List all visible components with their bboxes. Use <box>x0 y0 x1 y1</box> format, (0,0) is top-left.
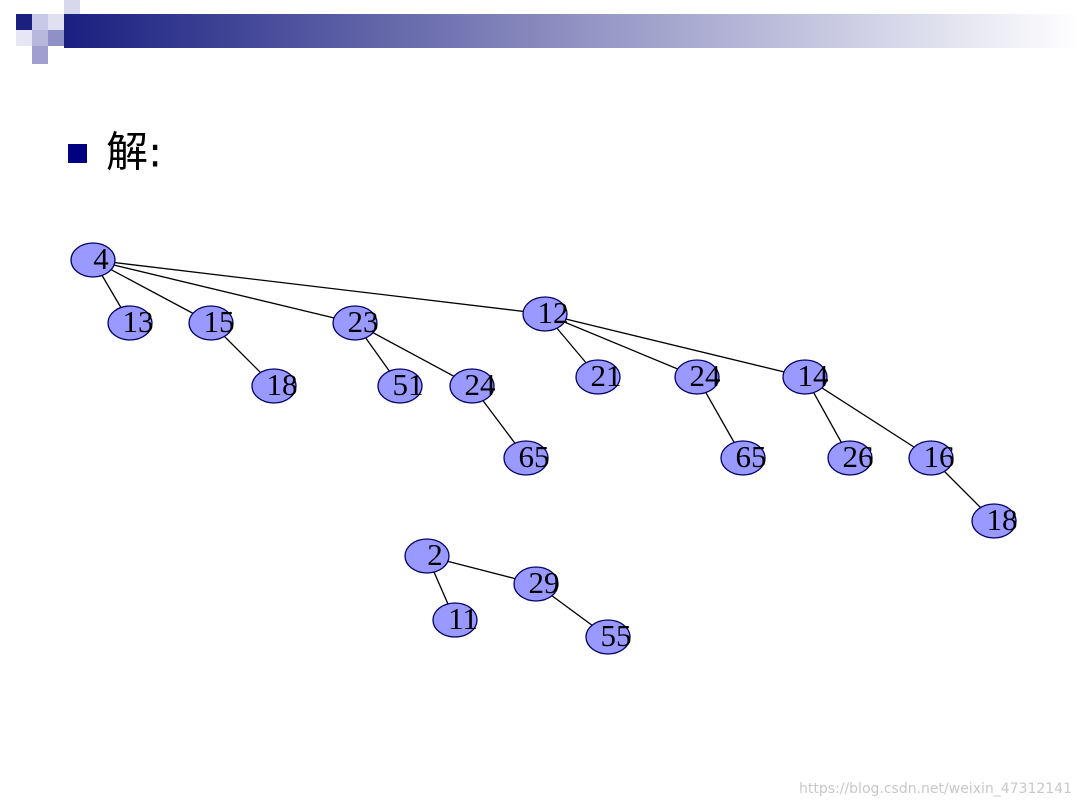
edge <box>92 259 356 324</box>
node-ellipse <box>513 566 559 602</box>
node-label: 18 <box>267 367 298 402</box>
node-label: 51 <box>393 367 424 402</box>
node-ellipse <box>70 242 116 278</box>
node-label: 65 <box>519 439 550 474</box>
node-label: 55 <box>601 618 632 653</box>
node-label: 23 <box>348 304 379 339</box>
node-label: 2 <box>427 537 443 572</box>
node-label: 12 <box>538 295 569 330</box>
node-ellipse <box>432 602 478 638</box>
node-ellipse <box>522 296 568 332</box>
tree-node: 65 <box>503 439 550 476</box>
node-ellipse <box>827 440 873 476</box>
bullet-marker <box>68 144 87 163</box>
header-decoration <box>16 0 1080 64</box>
node-ellipse <box>674 359 720 395</box>
tree-node: 51 <box>377 367 424 404</box>
node-ellipse <box>971 503 1017 539</box>
tree-node: 13 <box>107 304 154 341</box>
edge <box>92 259 546 315</box>
node-ellipse <box>585 619 631 655</box>
tree-node: 15 <box>188 304 235 341</box>
node-label: 14 <box>798 358 830 393</box>
node-label: 16 <box>924 439 955 474</box>
node-ellipse <box>377 368 423 404</box>
watermark: https://blog.csdn.net/weixin_47312141 <box>799 781 1072 797</box>
node-ellipse <box>575 359 621 395</box>
node-label: 13 <box>123 304 154 339</box>
tree-node: 16 <box>908 439 955 476</box>
tree-node: 2 <box>404 537 450 574</box>
nodes: 4 13 15 23 12 18 51 24 21 24 14 65 65 26 16 18 2 29 11 55 <box>70 241 1018 655</box>
node-ellipse <box>908 440 954 476</box>
node-ellipse <box>782 359 828 395</box>
node-ellipse <box>251 368 297 404</box>
tree-node: 26 <box>827 439 874 476</box>
tree-node: 18 <box>251 367 298 404</box>
tree-node: 18 <box>971 502 1018 539</box>
tree-node: 12 <box>522 295 569 332</box>
node-ellipse <box>449 368 495 404</box>
node-label: 11 <box>448 601 478 636</box>
tree-node: 24 <box>449 367 497 404</box>
tree-node: 23 <box>332 304 379 341</box>
tree-node: 65 <box>720 439 767 476</box>
node-ellipse <box>107 305 153 341</box>
tree-node: 21 <box>575 358 622 395</box>
node-label: 24 <box>690 358 722 393</box>
tree-node: 4 <box>70 241 116 278</box>
tree-node: 11 <box>432 601 478 638</box>
node-label: 18 <box>987 502 1018 537</box>
tree-node: 14 <box>782 358 830 395</box>
edge <box>544 313 806 378</box>
edge <box>544 313 698 378</box>
node-ellipse <box>332 305 378 341</box>
edge <box>354 322 473 387</box>
node-label: 4 <box>93 241 109 276</box>
node-label: 21 <box>591 358 622 393</box>
node-label: 15 <box>204 304 235 339</box>
edge <box>804 376 932 459</box>
node-label: 24 <box>465 367 497 402</box>
node-label: 26 <box>843 439 874 474</box>
tree-node: 29 <box>513 565 560 602</box>
tree-node: 24 <box>674 358 722 395</box>
bullet-text: 解: <box>106 128 162 177</box>
node-ellipse <box>720 440 766 476</box>
tree-node: 55 <box>585 618 632 655</box>
node-label: 65 <box>736 439 767 474</box>
node-ellipse <box>188 305 234 341</box>
node-ellipse <box>503 440 549 476</box>
edge <box>92 259 212 324</box>
node-label: 29 <box>529 565 560 600</box>
node-ellipse <box>404 538 450 574</box>
